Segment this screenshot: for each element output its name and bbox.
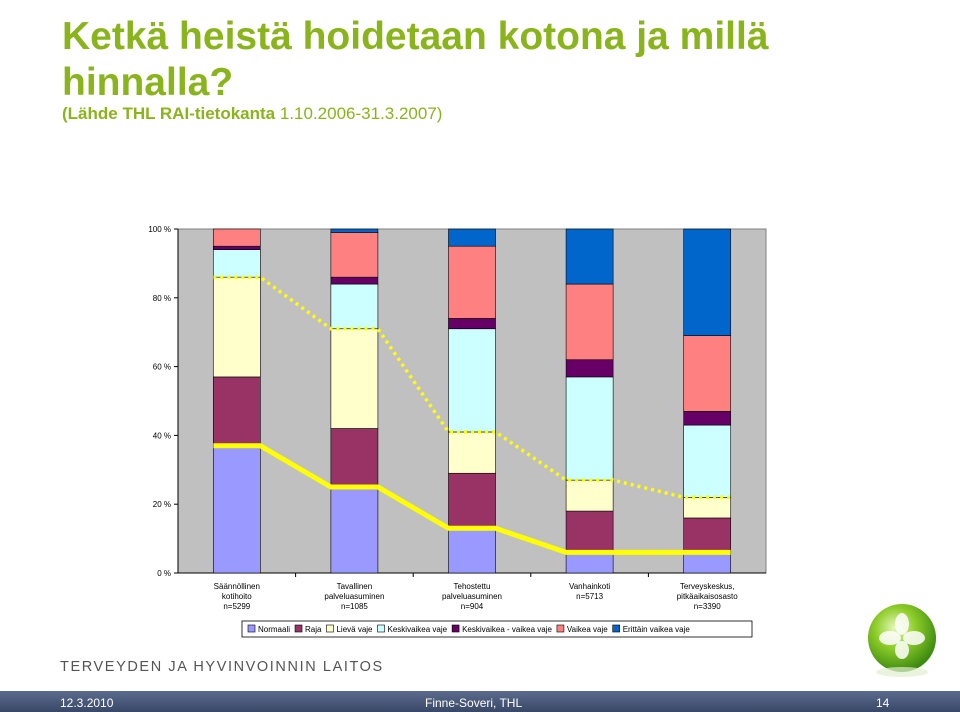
solid-overlay-line	[213, 443, 731, 555]
category-label: Säännöllinen	[214, 582, 260, 591]
y-tick-label: 100 %	[148, 225, 171, 234]
bar-segment	[212, 245, 261, 250]
category-label: Vanhainkoti	[569, 582, 610, 591]
y-tick-label: 0 %	[157, 569, 171, 578]
bar-segment	[330, 328, 379, 429]
bar-segment	[448, 472, 496, 529]
legend-swatch	[377, 624, 385, 633]
category-label: n=904	[461, 602, 484, 611]
bar-segment	[330, 486, 379, 574]
category-label: n=1085	[341, 602, 368, 611]
footer-page-number: 14	[876, 696, 890, 710]
bar-segment	[565, 510, 614, 553]
bar-segment	[330, 428, 379, 488]
legend-swatch	[326, 624, 334, 633]
bar-segment	[683, 228, 732, 336]
bar-segment	[448, 431, 496, 474]
bar-segment	[212, 276, 261, 378]
category-label: pitkäaikaisosasto	[677, 592, 738, 601]
bar-segment	[683, 335, 732, 412]
bar-segment	[330, 276, 379, 285]
footer-date: 12.3.2010	[60, 696, 114, 710]
bar-segment	[565, 228, 614, 285]
footer-bar: 12.3.2010 Finne-Soveri, THL 14	[0, 691, 960, 712]
legend-swatch	[612, 624, 620, 633]
legend-label: Normaali	[258, 625, 290, 634]
bar-segment	[448, 328, 496, 433]
legend-label: Raja	[305, 625, 322, 634]
legend-label: Vaikea vaje	[567, 625, 608, 634]
legend-swatch	[294, 624, 303, 633]
dotted-overlay-line	[213, 275, 731, 500]
bar-segment	[683, 424, 732, 498]
bar-segment	[565, 552, 614, 574]
source-prefix: (Lähde THL RAI-tietokanta	[62, 104, 276, 123]
source-dates: 1.10.2006-31.3.2007)	[275, 104, 443, 123]
bar-segment	[330, 283, 379, 330]
bar-segment	[212, 445, 261, 574]
legend-box	[241, 620, 753, 638]
source-note: (Lähde THL RAI-tietokanta 1.10.2006-31.3…	[62, 104, 442, 124]
bar-segment	[448, 228, 496, 247]
y-tick-label: 60 %	[153, 363, 171, 372]
bar-segment	[448, 318, 496, 330]
bar-segment	[565, 479, 614, 512]
category-label: n=5713	[576, 592, 603, 601]
bar-segment	[212, 376, 261, 447]
legend-label: Lievä vaje	[336, 625, 373, 634]
organization-name: TERVEYDEN JA HYVINVOINNIN LAITOS	[60, 659, 384, 675]
bar-segment	[212, 249, 261, 278]
legend-swatch	[247, 624, 256, 633]
bar-segment	[565, 359, 614, 378]
bar-segment	[448, 527, 496, 574]
category-label: kotihoito	[222, 592, 252, 601]
bar-segment	[448, 245, 496, 319]
legend-label: Keskivaikea vaje	[388, 625, 448, 634]
y-tick-label: 20 %	[153, 500, 171, 509]
bar-segment	[565, 376, 614, 481]
bar-segment	[683, 517, 732, 553]
legend-swatch	[451, 624, 460, 633]
stacked-bar-chart: 0 % 20 % 40 % 60 % 80 % 100 % Säännöllinenkoti…	[148, 225, 767, 638]
bar-segment	[683, 497, 732, 519]
category-label: Tavallinen	[337, 582, 373, 591]
slide-title: Ketkä heistä hoidetaan kotona ja millä h…	[62, 15, 769, 104]
bar-segment	[683, 411, 732, 426]
legend-label: Keskivaikea - vaikea vaje	[462, 625, 552, 634]
category-label: palveluasuminen	[324, 592, 384, 601]
category-label: palveluasuminen	[442, 592, 502, 601]
category-label: n=3390	[694, 602, 721, 611]
category-label: Tehostettu	[454, 582, 491, 591]
y-tick-label: 40 %	[153, 431, 171, 440]
bar-segment	[330, 232, 379, 278]
thl-logo-icon	[868, 604, 936, 677]
category-label: n=5299	[223, 602, 250, 611]
y-tick-label: 80 %	[153, 294, 171, 303]
category-label: Terveyskeskus,	[680, 582, 735, 591]
bar-segment	[565, 283, 614, 361]
footer-author: Finne-Soveri, THL	[425, 696, 523, 710]
bar-segment	[212, 228, 261, 247]
legend-swatch	[556, 624, 565, 633]
bar-segment	[330, 228, 379, 233]
legend-label: Erittäin vaikea vaje	[623, 625, 691, 634]
bar-segment	[683, 552, 732, 574]
